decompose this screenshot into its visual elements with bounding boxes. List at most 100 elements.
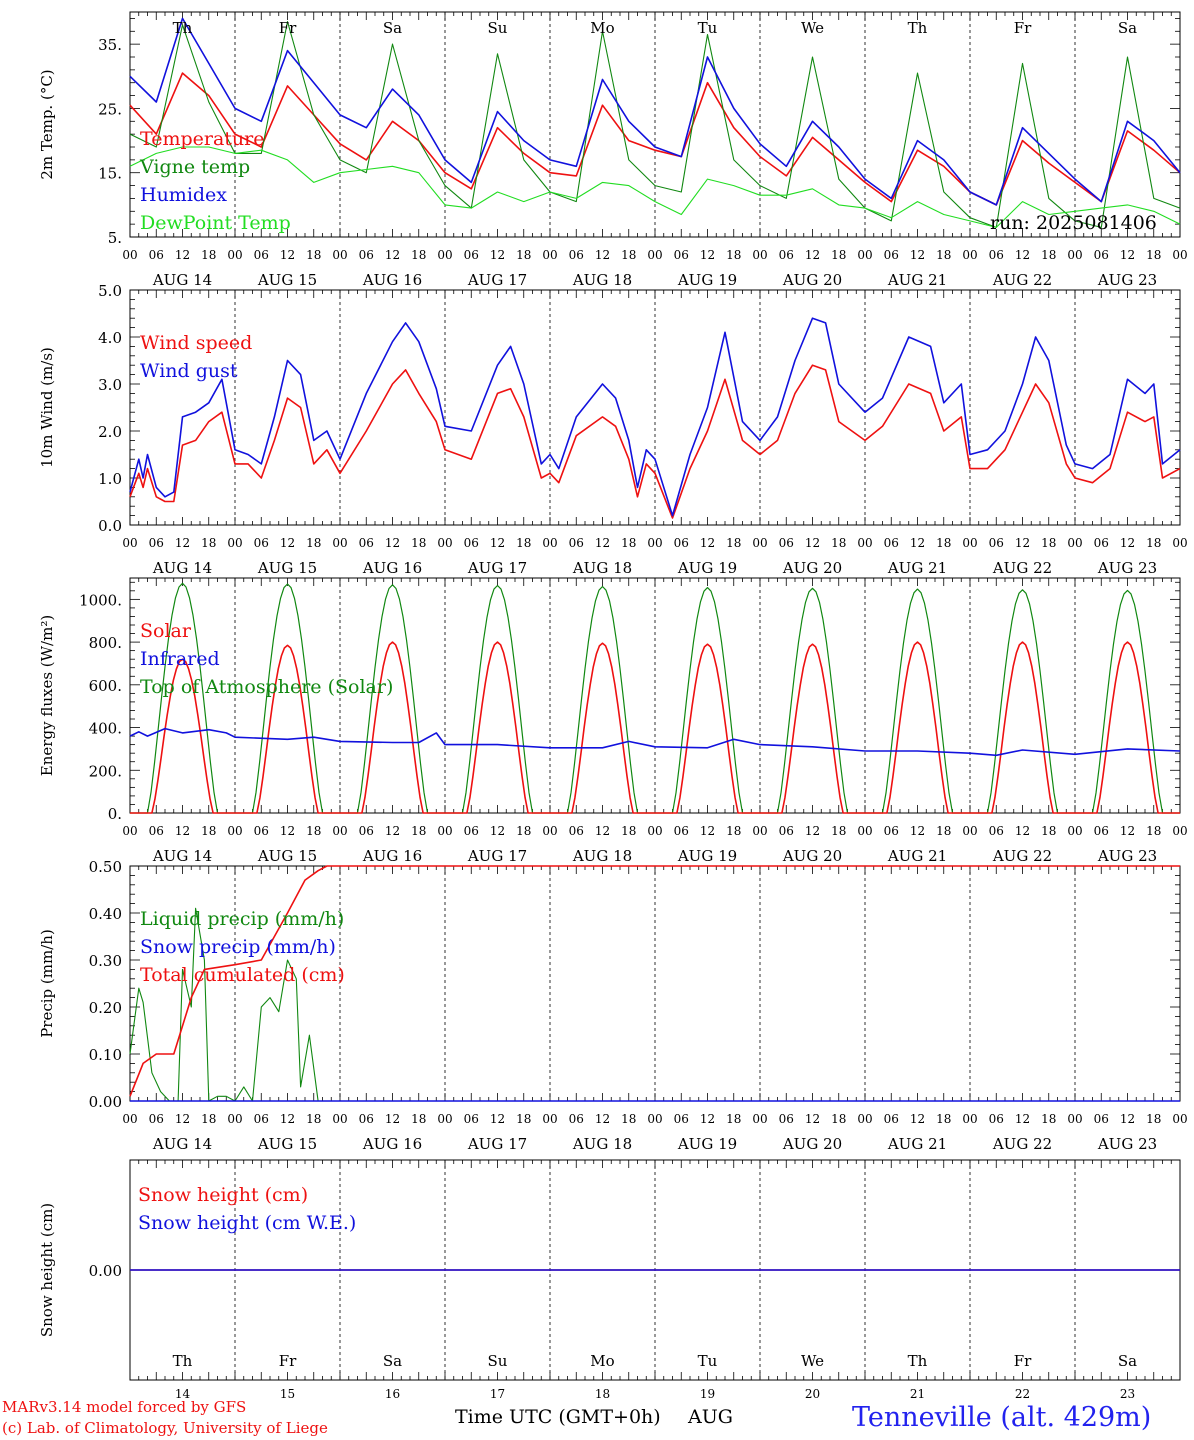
day-name-bottom: Th [908, 1352, 928, 1370]
y-tick-label: 0.50 [89, 858, 122, 876]
hour-tick-label: 00 [857, 1112, 872, 1126]
hour-tick-label: 18 [516, 248, 531, 262]
date-label: AUG 18 [572, 271, 632, 289]
hour-tick-label: 00 [437, 248, 452, 262]
hour-tick-label: 00 [542, 1112, 557, 1126]
hour-tick-label: 12 [175, 248, 190, 262]
hour-tick-label: 00 [962, 536, 977, 550]
date-label: AUG 22 [992, 847, 1052, 865]
y-tick-label: 3.0 [98, 376, 122, 394]
hour-tick-label: 06 [674, 824, 689, 838]
hour-tick-label: 06 [464, 1112, 479, 1126]
hour-tick-label: 12 [700, 248, 715, 262]
date-label: AUG 16 [362, 271, 422, 289]
hour-tick-label: 00 [227, 248, 242, 262]
hour-tick-label: 06 [254, 536, 269, 550]
hour-tick-label: 00 [227, 824, 242, 838]
hour-tick-label: 12 [805, 536, 820, 550]
hour-tick-label: 18 [201, 248, 216, 262]
series-humidex [129, 17, 1181, 206]
date-label: AUG 21 [887, 559, 947, 577]
date-label: AUG 18 [572, 847, 632, 865]
series-temperature [129, 72, 1181, 206]
date-label: AUG 14 [152, 559, 212, 577]
legend-entry: Total cumulated (cm) [140, 964, 345, 986]
hour-tick-label: 12 [595, 824, 610, 838]
panel-2 [129, 289, 1181, 526]
y-tick-label: 0.00 [89, 1093, 122, 1111]
hour-tick-label: 18 [1041, 1112, 1056, 1126]
hour-tick-label: 18 [1146, 536, 1161, 550]
hour-tick-label: 18 [936, 824, 951, 838]
footer-credit: (c) Lab. of Climatology, University of L… [2, 1419, 328, 1437]
y-axis-label: 2m Temp. (°C) [38, 69, 56, 179]
hour-tick-label: 12 [910, 536, 925, 550]
hour-tick-label: 00 [647, 248, 662, 262]
legend-entry: Humidex [140, 184, 227, 206]
y-tick-label: 600. [89, 677, 122, 695]
hour-tick-label: 12 [280, 248, 295, 262]
hour-tick-label: 18 [831, 248, 846, 262]
date-label: AUG 23 [1097, 847, 1157, 865]
legend-entry: Liquid precip (mm/h) [140, 908, 344, 930]
date-label: AUG 23 [1097, 271, 1157, 289]
y-tick-label: 0.0 [98, 517, 122, 535]
hour-tick-label: 12 [1015, 248, 1030, 262]
hour-tick-label: 12 [1120, 536, 1135, 550]
hour-tick-label: 00 [647, 1112, 662, 1126]
y-tick-label: 15. [98, 165, 122, 183]
hour-tick-label: 06 [359, 1112, 374, 1126]
hour-tick-label: 12 [595, 1112, 610, 1126]
date-label: AUG 15 [257, 847, 317, 865]
hour-tick-label: 06 [569, 824, 584, 838]
hour-tick-label: 18 [411, 1112, 426, 1126]
hour-tick-label: 12 [280, 536, 295, 550]
x-axis-title: Time UTC (GMT+0h) [455, 1406, 661, 1428]
date-label: AUG 21 [887, 847, 947, 865]
hour-tick-label: 06 [884, 824, 899, 838]
hour-tick-label: 18 [936, 1112, 951, 1126]
date-label: AUG 20 [782, 1135, 842, 1153]
legend-entry: DewPoint Temp [140, 212, 291, 234]
day-number: 23 [1120, 1387, 1135, 1401]
hour-tick-label: 18 [726, 824, 741, 838]
hour-tick-label: 06 [1094, 248, 1109, 262]
hour-tick-label: 00 [227, 1112, 242, 1126]
day-name-top: Su [488, 19, 508, 37]
hour-tick-label: 12 [490, 824, 505, 838]
hour-tick-label: 18 [306, 824, 321, 838]
hour-tick-label: 06 [149, 248, 164, 262]
panel-1 [129, 11, 1181, 238]
day-name-top: Sa [1118, 19, 1137, 37]
y-tick-label: 1000. [79, 591, 122, 609]
date-label: AUG 22 [992, 271, 1052, 289]
date-label: AUG 15 [257, 1135, 317, 1153]
y-tick-label: 5.0 [98, 282, 122, 300]
series-wind-gust [129, 317, 1181, 517]
hour-tick-label: 00 [752, 824, 767, 838]
hour-tick-label: 06 [464, 248, 479, 262]
hour-tick-label: 18 [411, 824, 426, 838]
hour-tick-label: 00 [857, 824, 872, 838]
y-tick-label: 25. [98, 100, 122, 118]
legend-entry: Infrared [140, 648, 220, 670]
hour-tick-label: 18 [1041, 824, 1056, 838]
infrared-line [129, 727, 1181, 757]
hour-tick-label: 18 [1041, 536, 1056, 550]
day-name-bottom: Sa [383, 1352, 402, 1370]
hour-tick-label: 12 [595, 248, 610, 262]
hour-tick-label: 06 [359, 536, 374, 550]
hour-tick-label: 18 [726, 248, 741, 262]
hour-tick-label: 12 [700, 824, 715, 838]
hour-tick-label: 18 [201, 536, 216, 550]
hour-tick-label: 12 [1120, 248, 1135, 262]
y-tick-label: 200. [89, 762, 122, 780]
hour-tick-label: 00 [752, 248, 767, 262]
hour-tick-label: 12 [385, 536, 400, 550]
hour-tick-label: 18 [411, 536, 426, 550]
day-number: 21 [910, 1387, 925, 1401]
y-tick-label: 1.0 [98, 470, 122, 488]
hour-tick-label: 12 [700, 1112, 715, 1126]
hour-tick-label: 12 [490, 1112, 505, 1126]
date-label: AUG 19 [677, 559, 737, 577]
